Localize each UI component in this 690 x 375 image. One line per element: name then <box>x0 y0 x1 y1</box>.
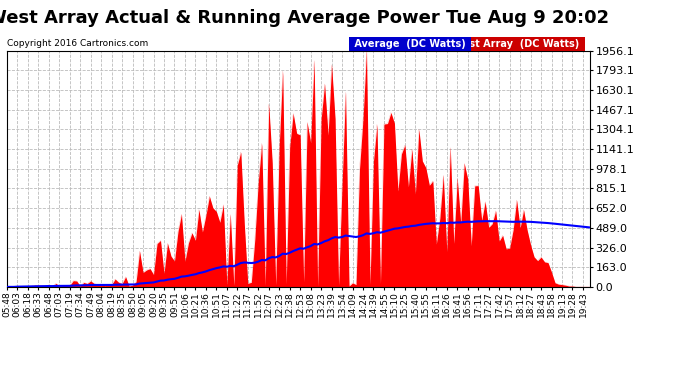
Text: West Array Actual & Running Average Power Tue Aug 9 20:02: West Array Actual & Running Average Powe… <box>0 9 609 27</box>
Text: West Array  (DC Watts): West Array (DC Watts) <box>449 39 583 50</box>
Text: Copyright 2016 Cartronics.com: Copyright 2016 Cartronics.com <box>7 39 148 48</box>
Text: Average  (DC Watts): Average (DC Watts) <box>351 39 469 50</box>
